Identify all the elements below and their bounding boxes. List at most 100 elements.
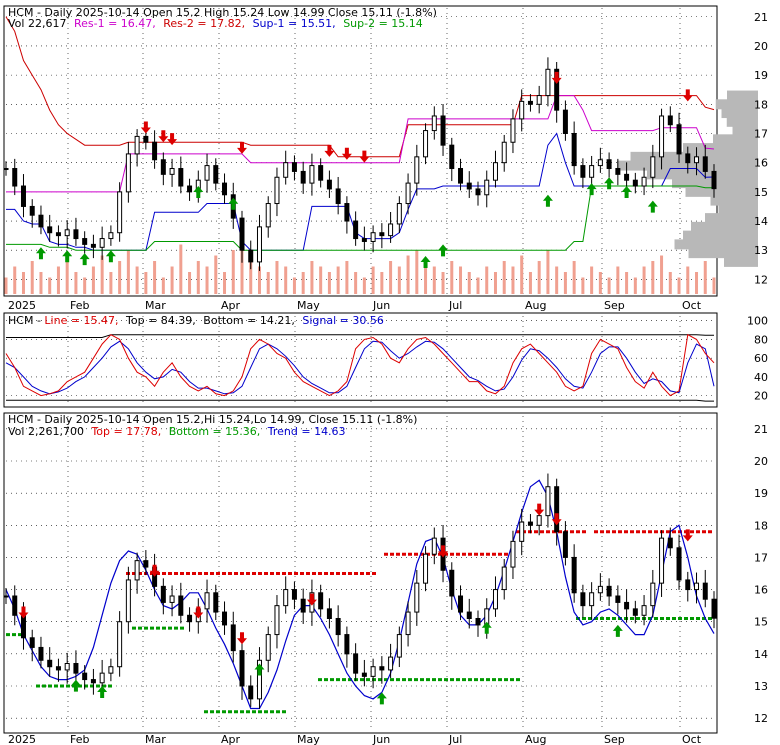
p3-body-0	[3, 595, 9, 598]
volume-bar-75	[660, 255, 664, 294]
p1-xlabel-Oct: Oct	[682, 299, 702, 312]
p3-body-56	[492, 589, 498, 610]
p1-tick-13: 13	[754, 244, 768, 257]
panel1-candles	[3, 57, 717, 271]
volume-bar-40	[354, 272, 358, 294]
p1-body-42	[370, 232, 376, 242]
p1-body-65	[571, 132, 577, 167]
p1-body-56	[492, 162, 498, 181]
p3-body-73	[641, 605, 647, 616]
p2-tick-80: 80	[754, 333, 768, 346]
p1-down-arrow-5	[158, 130, 169, 143]
p1-up-arrow-3	[105, 250, 116, 263]
volume-bar-52	[459, 266, 463, 294]
panel1-x-axis: 2025 Feb Mar Apr May Jun Jul Aug Sep Oct	[8, 299, 702, 312]
profile-bar-1	[715, 99, 758, 110]
p1-body-30	[265, 203, 271, 228]
p1-down-arrow-6	[167, 133, 178, 146]
p1-body-67	[589, 165, 595, 178]
p1-body-57	[501, 141, 507, 164]
p1-down-arrow-11	[341, 147, 352, 160]
p3-tick-21: 21	[754, 423, 768, 436]
p2-tick-40: 40	[754, 371, 768, 384]
p1-body-45	[396, 203, 402, 225]
p3-xlabel-Jun: Jun	[372, 733, 390, 745]
p3-xlabel-Sep: Sep	[604, 733, 625, 745]
trend-curve	[5, 479, 715, 710]
p3-up-arrow-10	[481, 621, 492, 634]
p1-body-36	[318, 165, 324, 181]
stoch-signal-label: Signal = 30.56	[302, 314, 384, 327]
p3-tick-14: 14	[754, 648, 768, 661]
p3-body-80	[702, 582, 708, 600]
p3-xlabel-2025: 2025	[8, 733, 36, 745]
p3-body-58	[510, 540, 516, 568]
volume-bar-47	[415, 250, 419, 294]
profile-bar-18	[688, 248, 758, 259]
volume-bar-10	[91, 266, 95, 294]
volume-bar-30	[266, 272, 270, 294]
res2-label: Res-2 = 17.82,	[163, 17, 245, 30]
volume-bar-13	[118, 261, 122, 294]
p1-body-16	[143, 135, 149, 143]
p3-body-54	[475, 618, 481, 626]
p3-body-29	[256, 659, 262, 700]
volume-bar-39	[345, 261, 349, 294]
p3-down-arrow-14	[682, 529, 693, 542]
p1-up-arrow-17	[586, 183, 597, 196]
p1-up-arrow-14	[438, 244, 449, 257]
p3-down-arrow-11	[534, 503, 545, 516]
p3-down-arrow-5	[237, 632, 247, 645]
p1-body-51	[449, 144, 455, 170]
volume-bar-42	[371, 266, 375, 294]
volume-bar-19	[170, 266, 174, 294]
p1-body-69	[606, 159, 612, 170]
volume-bar-21	[188, 272, 192, 294]
volume-bar-44	[389, 261, 393, 294]
p3-body-39	[344, 634, 350, 655]
p1-up-arrow-0	[35, 247, 46, 260]
volume-bar-79	[695, 272, 699, 294]
panel3-trend-label: Trend = 14.63	[267, 425, 346, 438]
p1-xlabel-Aug: Aug	[525, 299, 546, 312]
volume-bar-8	[74, 272, 78, 294]
p3-body-1	[12, 595, 18, 616]
p3-body-11	[99, 672, 105, 684]
p1-body-66	[580, 165, 586, 178]
p3-body-31	[274, 605, 280, 636]
p1-body-39	[344, 203, 350, 222]
p1-up-arrow-18	[604, 177, 615, 190]
p3-body-32	[283, 589, 289, 607]
volume-bar-58	[511, 266, 515, 294]
p3-body-5	[47, 659, 53, 668]
stoch-bottom-line	[6, 399, 714, 402]
p1-body-71	[624, 173, 630, 181]
p3-body-14	[125, 579, 131, 623]
p1-body-17	[152, 141, 158, 161]
volume-bar-57	[502, 261, 506, 294]
p3-body-66	[580, 592, 586, 607]
p1-up-arrow-8	[228, 197, 239, 210]
p1-xlabel-Sep: Sep	[604, 299, 625, 312]
volume-bar-22	[196, 261, 200, 294]
p1-body-18	[160, 159, 166, 175]
panel1-frame	[3, 5, 718, 297]
p3-body-64	[562, 531, 568, 558]
p3-xlabel-May: May	[297, 733, 320, 745]
volume-bar-29	[257, 266, 261, 294]
p1-body-37	[326, 179, 332, 190]
p3-body-67	[589, 592, 595, 607]
p1-xlabel-Jun: Jun	[372, 299, 390, 312]
p1-body-73	[641, 176, 647, 187]
sup2-label: Sup-2 = 15.14	[343, 17, 423, 30]
volume-bar-70	[616, 266, 620, 294]
p3-up-arrow-6	[254, 663, 265, 676]
p3-body-23	[204, 592, 210, 610]
profile-bar-15	[691, 221, 758, 232]
p1-body-54	[475, 188, 481, 196]
res1-label: Res-1 = 16.47,	[74, 17, 156, 30]
volume-bar-11	[100, 255, 104, 294]
p3-body-9	[82, 672, 88, 681]
p1-body-35	[309, 165, 315, 184]
p3-body-77	[676, 547, 682, 581]
